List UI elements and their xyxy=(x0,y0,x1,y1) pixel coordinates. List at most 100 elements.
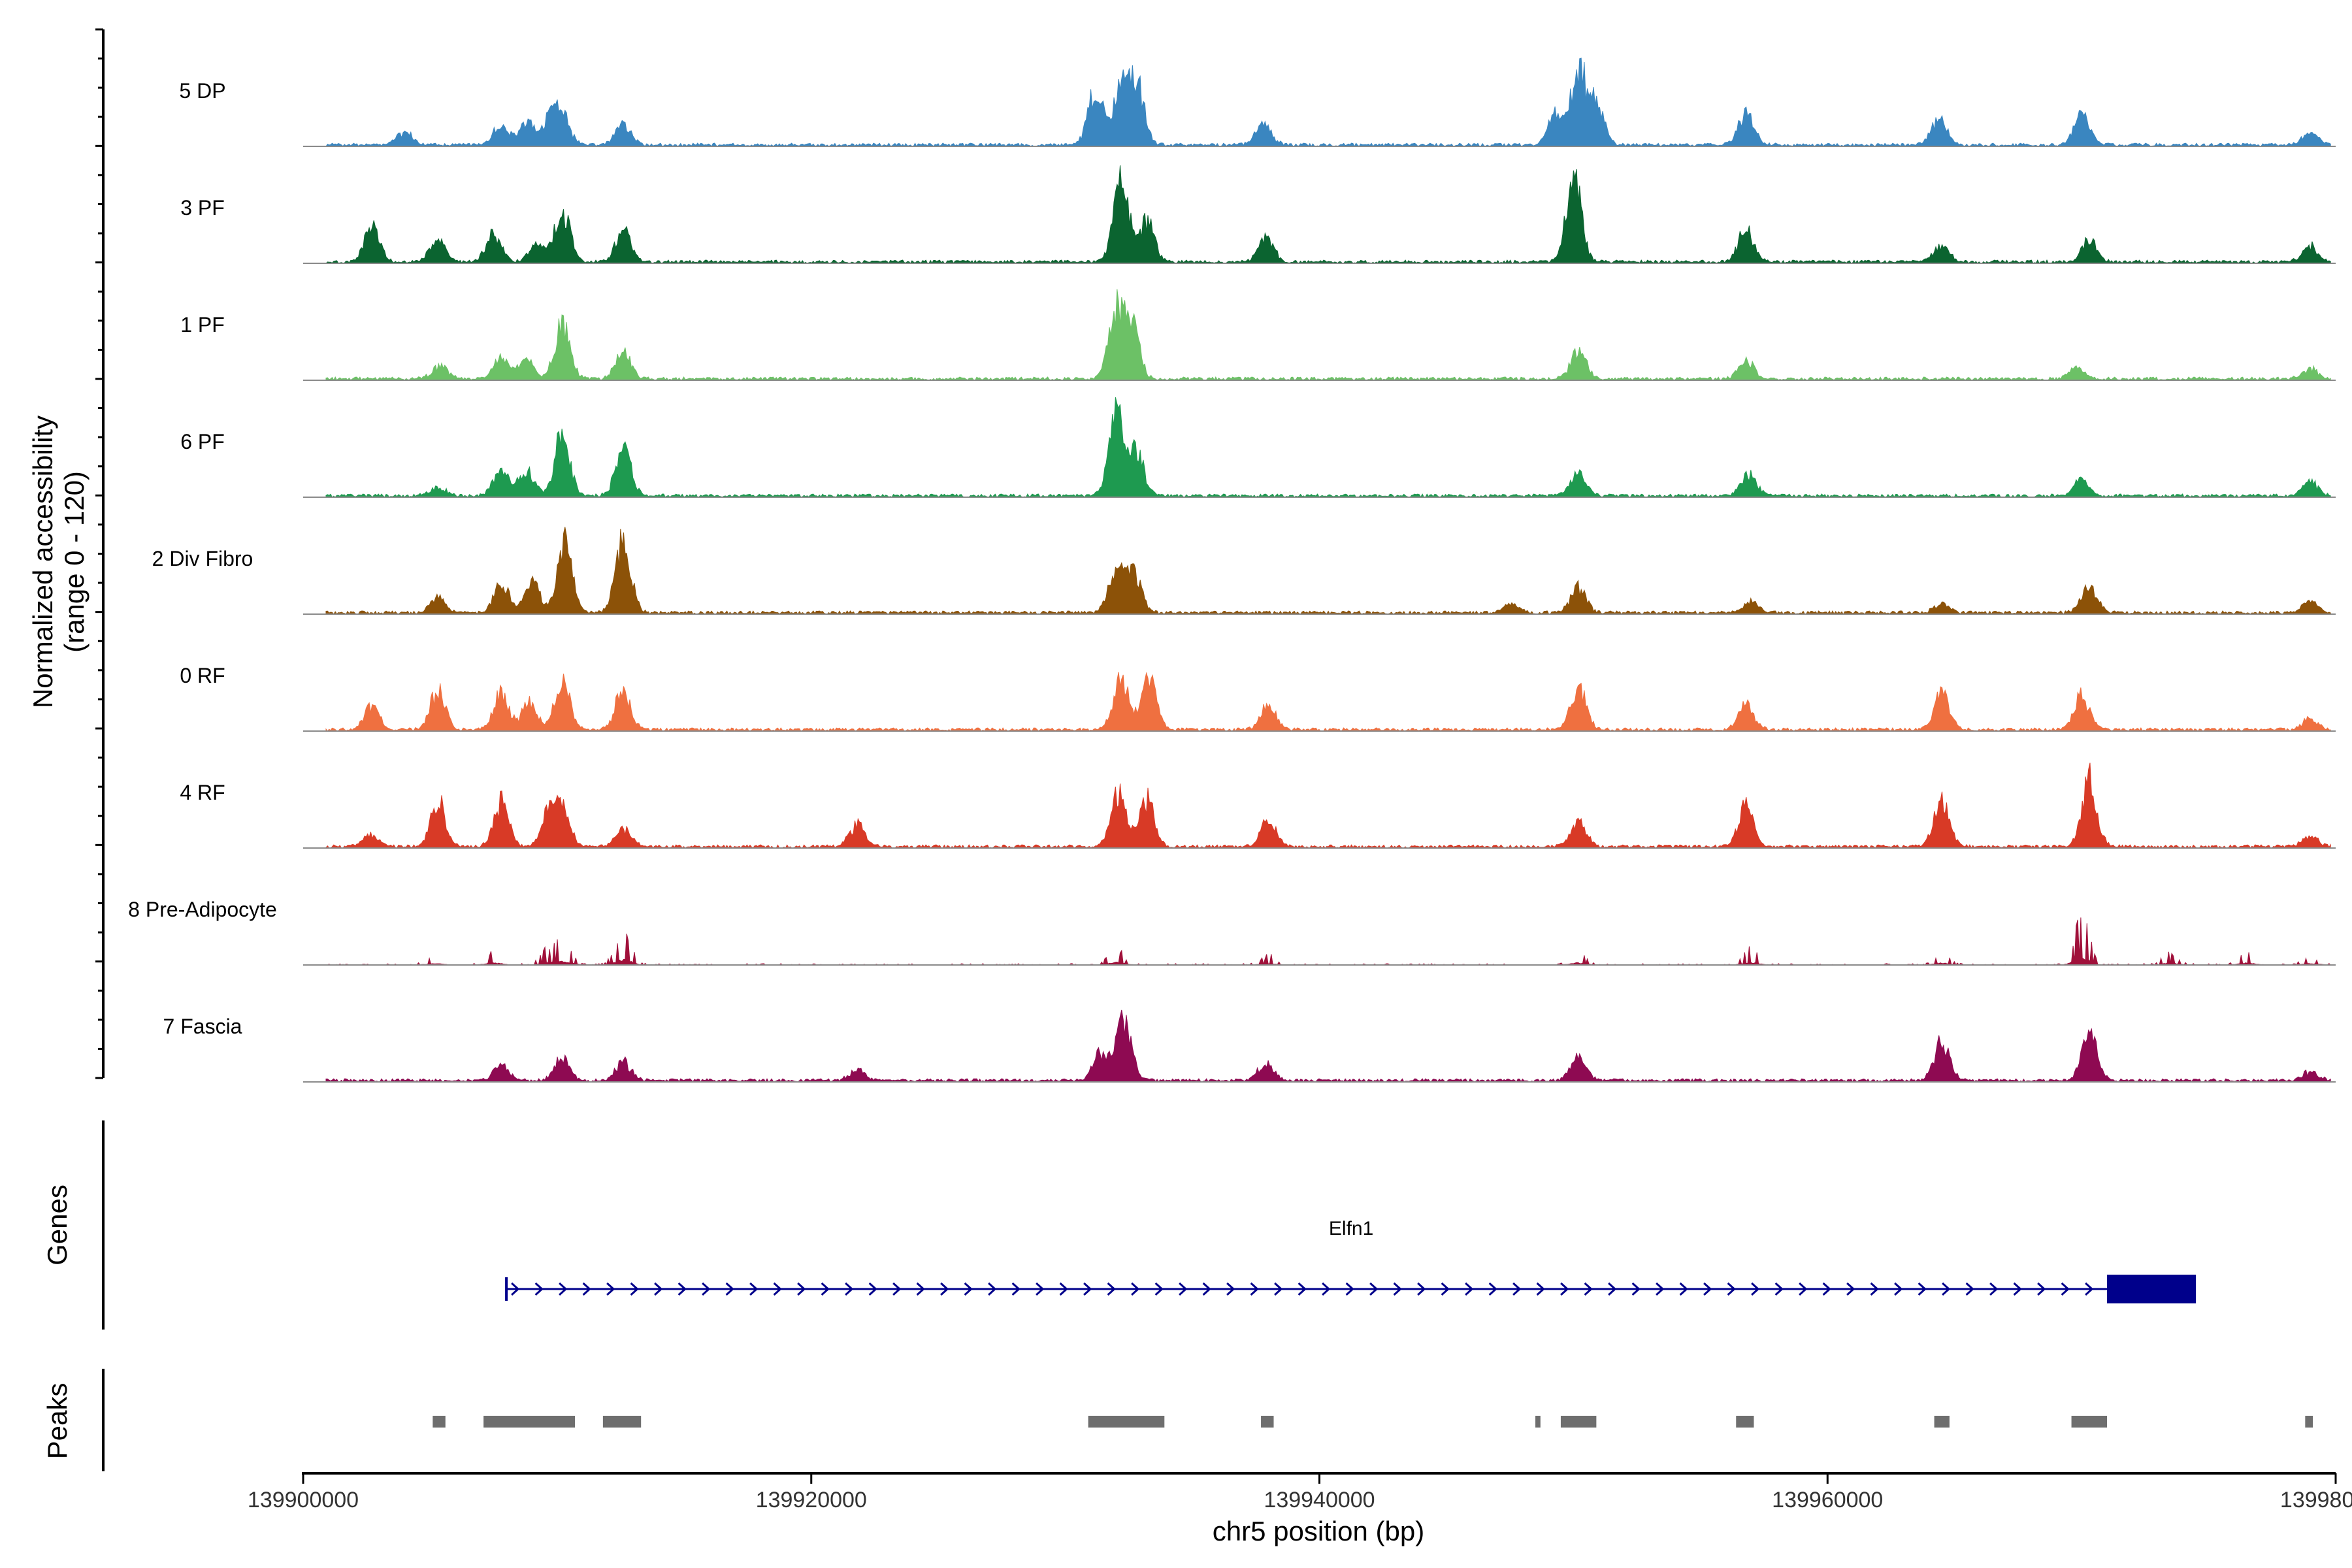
strand-arrow xyxy=(892,1282,902,1296)
strand-arrow xyxy=(1322,1282,1331,1296)
genes-track: Elfn1 xyxy=(505,1218,2197,1303)
strand-arrow xyxy=(1107,1282,1116,1296)
peak-region xyxy=(1535,1416,1541,1428)
strand-arrow xyxy=(988,1282,997,1296)
strand-arrow xyxy=(1894,1282,1903,1296)
strand-arrow xyxy=(1298,1282,1307,1296)
strand-arrow xyxy=(1011,1282,1021,1296)
track-label: 0 RF xyxy=(180,664,225,687)
strand-arrow xyxy=(868,1282,877,1296)
strand-arrow xyxy=(1965,1282,1974,1296)
gene-label: Elfn1 xyxy=(1329,1218,1373,1239)
strand-arrow xyxy=(1918,1282,1927,1296)
strand-arrow xyxy=(1083,1282,1092,1296)
strand-arrow xyxy=(773,1282,782,1296)
x-tick-label: 139940000 xyxy=(1264,1488,1375,1512)
track-label: 8 Pre-Adipocyte xyxy=(128,898,277,921)
x-axis-ticks: 139900000 139920000 139940000 139960000 1399… xyxy=(248,1473,2352,1512)
x-tick-label: 139980000 xyxy=(2280,1488,2352,1512)
strand-arrow xyxy=(2037,1282,2046,1296)
strand-arrow xyxy=(678,1282,687,1296)
gene-elfn1: Elfn1 xyxy=(505,1218,2197,1303)
strand-arrow xyxy=(1942,1282,1951,1296)
track-label: 3 PF xyxy=(180,196,225,220)
track-label: 4 RF xyxy=(180,781,225,804)
peak-region xyxy=(1560,1416,1597,1428)
strand-arrow xyxy=(1656,1282,1665,1296)
peak-region xyxy=(483,1416,576,1428)
strand-arrow xyxy=(1846,1282,1855,1296)
strand-arrow xyxy=(534,1282,544,1296)
track-label: 2 Div Fibro xyxy=(152,547,253,570)
strand-arrow xyxy=(2061,1282,2070,1296)
track-4-rf: 4 RF xyxy=(180,762,2336,849)
strand-arrow xyxy=(821,1282,830,1296)
strand-arrow xyxy=(1989,1282,1999,1296)
coverage-area xyxy=(325,1009,2331,1083)
strand-arrow xyxy=(916,1282,925,1296)
x-axis-title: chr5 position (bp) xyxy=(1213,1516,1425,1546)
strand-arrow xyxy=(1179,1282,1188,1296)
strand-arrow xyxy=(1202,1282,1211,1296)
strand-arrow xyxy=(606,1282,615,1296)
track-5-dp: 5 DP xyxy=(179,57,2336,148)
peak-region xyxy=(433,1416,446,1428)
coverage-area xyxy=(325,762,2331,849)
coverage-tracks: 5 DP 3 PF 1 PF 6 PF 2 Div Fibro 0 RF 4 RF 8 Pre… xyxy=(128,57,2336,1083)
strand-arrow xyxy=(1250,1282,1259,1296)
strand-arrow xyxy=(964,1282,973,1296)
strand-arrow xyxy=(797,1282,806,1296)
x-tick-label: 139900000 xyxy=(248,1488,359,1512)
strand-arrow xyxy=(1536,1282,1545,1296)
peak-region xyxy=(1736,1416,1754,1428)
x-tick-label: 139920000 xyxy=(756,1488,867,1512)
strand-arrow xyxy=(1226,1282,1235,1296)
strand-arrow xyxy=(1608,1282,1617,1296)
track-8-pre-adipocyte: 8 Pre-Adipocyte xyxy=(128,898,2336,966)
peaks-track-label: Peaks xyxy=(42,1383,73,1460)
strand-arrow xyxy=(1799,1282,1808,1296)
strand-arrow xyxy=(845,1282,854,1296)
strand-arrow xyxy=(1036,1282,1045,1296)
peak-region xyxy=(1088,1416,1165,1428)
strand-arrow xyxy=(1703,1282,1712,1296)
strand-arrow xyxy=(1154,1282,1164,1296)
strand-arrow xyxy=(1822,1282,1831,1296)
gene-exon xyxy=(2107,1275,2197,1303)
peak-region xyxy=(2071,1416,2108,1428)
strand-arrow xyxy=(1560,1282,1569,1296)
strand-arrow xyxy=(1059,1282,1068,1296)
track-3-pf: 3 PF xyxy=(180,165,2336,265)
strand-arrow xyxy=(1774,1282,1784,1296)
strand-arrow xyxy=(1870,1282,1879,1296)
strand-arrow xyxy=(1727,1282,1736,1296)
y-axis-ticks xyxy=(95,28,103,1079)
strand-arrow xyxy=(1488,1282,1497,1296)
y-axis-range: (range 0 - 120) xyxy=(59,471,90,653)
strand-arrow xyxy=(1393,1282,1402,1296)
strand-arrow xyxy=(559,1282,568,1296)
strand-arrow xyxy=(1751,1282,1760,1296)
strand-arrow xyxy=(1369,1282,1379,1296)
coverage-area xyxy=(325,397,2331,498)
strand-arrow xyxy=(1417,1282,1426,1296)
strand-arrow xyxy=(2085,1282,2094,1296)
strand-arrow xyxy=(654,1282,663,1296)
strand-arrow xyxy=(511,1282,520,1296)
strand-arrow xyxy=(1512,1282,1522,1296)
track-label: 7 Fascia xyxy=(163,1015,242,1038)
peak-region xyxy=(602,1416,642,1428)
strand-arrow xyxy=(1679,1282,1688,1296)
strand-arrow xyxy=(1345,1282,1354,1296)
strand-arrow xyxy=(1131,1282,1140,1296)
strand-arrow xyxy=(1631,1282,1641,1296)
strand-arrow xyxy=(1465,1282,1474,1296)
strand-arrow xyxy=(749,1282,759,1296)
strand-arrow xyxy=(2013,1282,2022,1296)
track-0-rf: 0 RF xyxy=(180,664,2336,732)
strand-arrow xyxy=(1441,1282,1450,1296)
track-label: 6 PF xyxy=(180,430,225,453)
peak-region xyxy=(1261,1416,1274,1428)
